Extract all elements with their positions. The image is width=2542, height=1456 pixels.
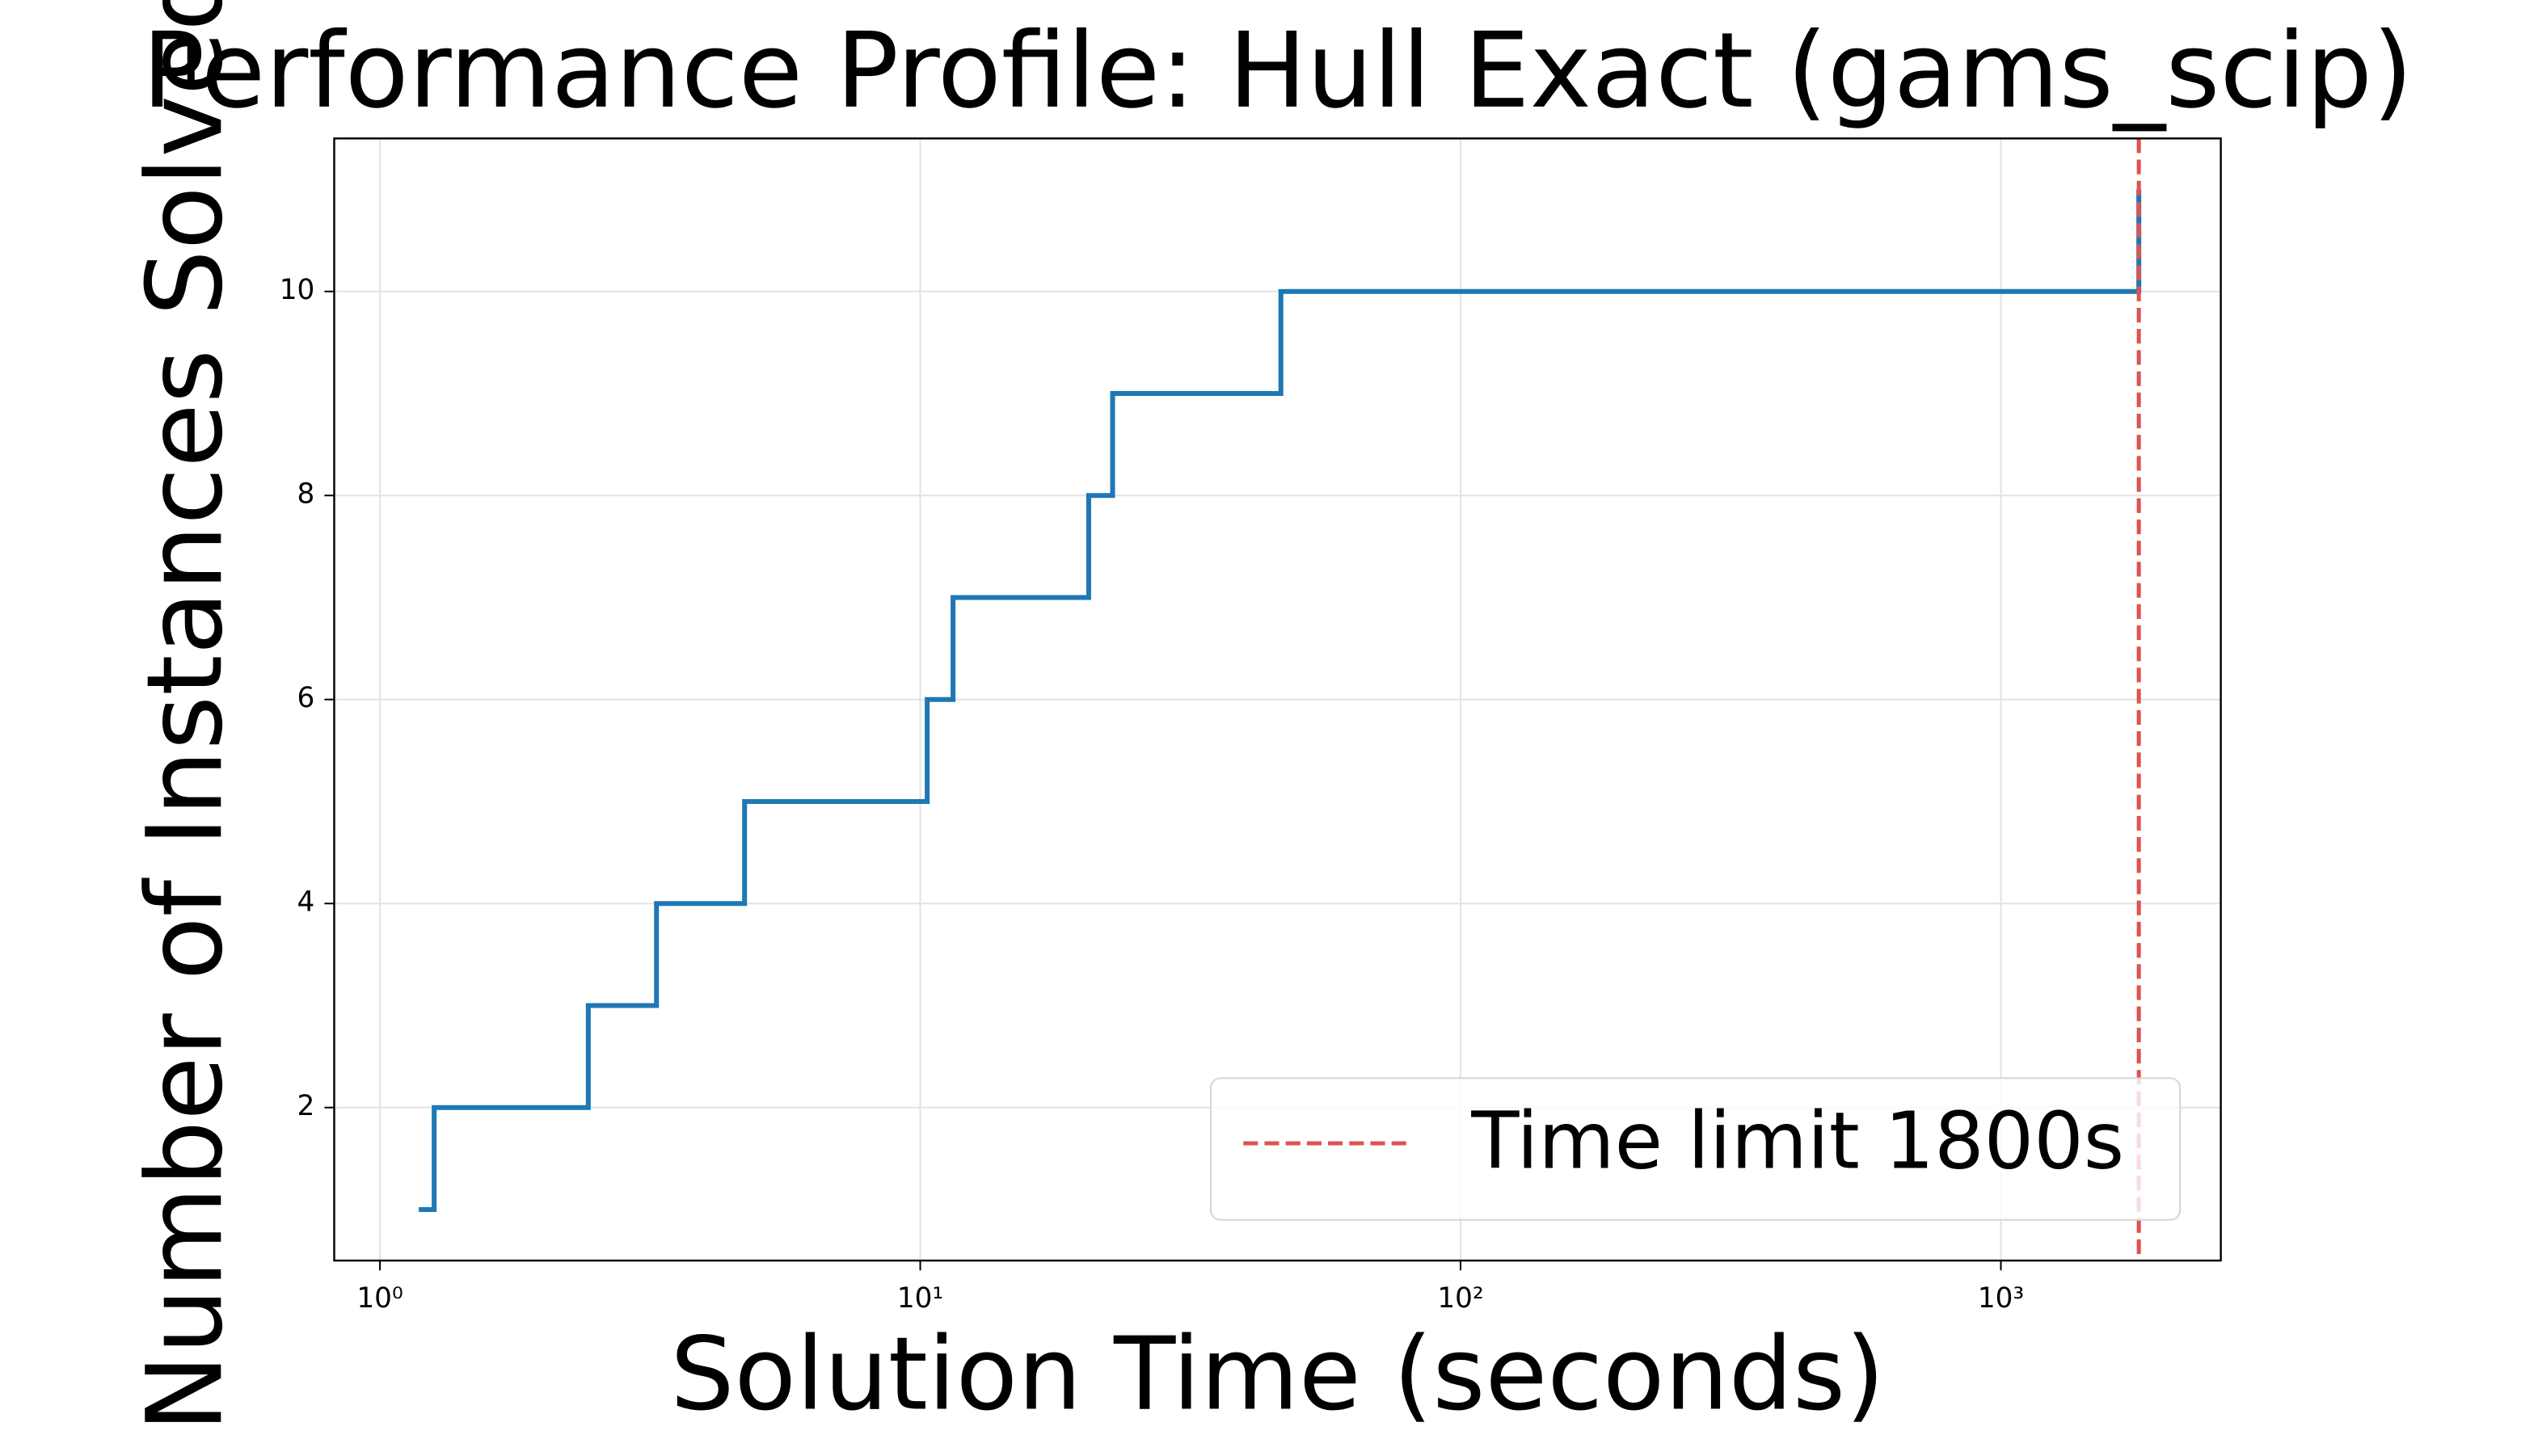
legend-label: Time limit 1800s	[1470, 1095, 2124, 1186]
y-tick-label: 10	[280, 274, 315, 306]
y-tick-label: 2	[297, 1090, 315, 1122]
y-tick-label: 4	[297, 886, 315, 919]
x-tick-label: 10¹	[897, 1282, 943, 1315]
y-tick-label: 8	[297, 478, 315, 511]
series-line	[419, 189, 2142, 1213]
chart-title: Performance Profile: Hull Exact (gams_sc…	[142, 11, 2413, 132]
x-tick-label: 10³	[1978, 1282, 2024, 1315]
x-axis-label: Solution Time (seconds)	[670, 1315, 1885, 1433]
y-tick-label: 6	[297, 682, 315, 714]
legend-box	[1209, 1077, 2182, 1221]
x-tick-label: 10²	[1437, 1282, 1483, 1315]
axes-frame	[333, 137, 2222, 1262]
x-tick-label: 10⁰	[356, 1282, 403, 1315]
y-axis-label: Number of Instances Solved	[124, 0, 246, 1433]
plot-area: 10⁰ 10¹ 10² 10³ 2 4 6 8 10 Time limit 1800s	[280, 137, 2222, 1315]
